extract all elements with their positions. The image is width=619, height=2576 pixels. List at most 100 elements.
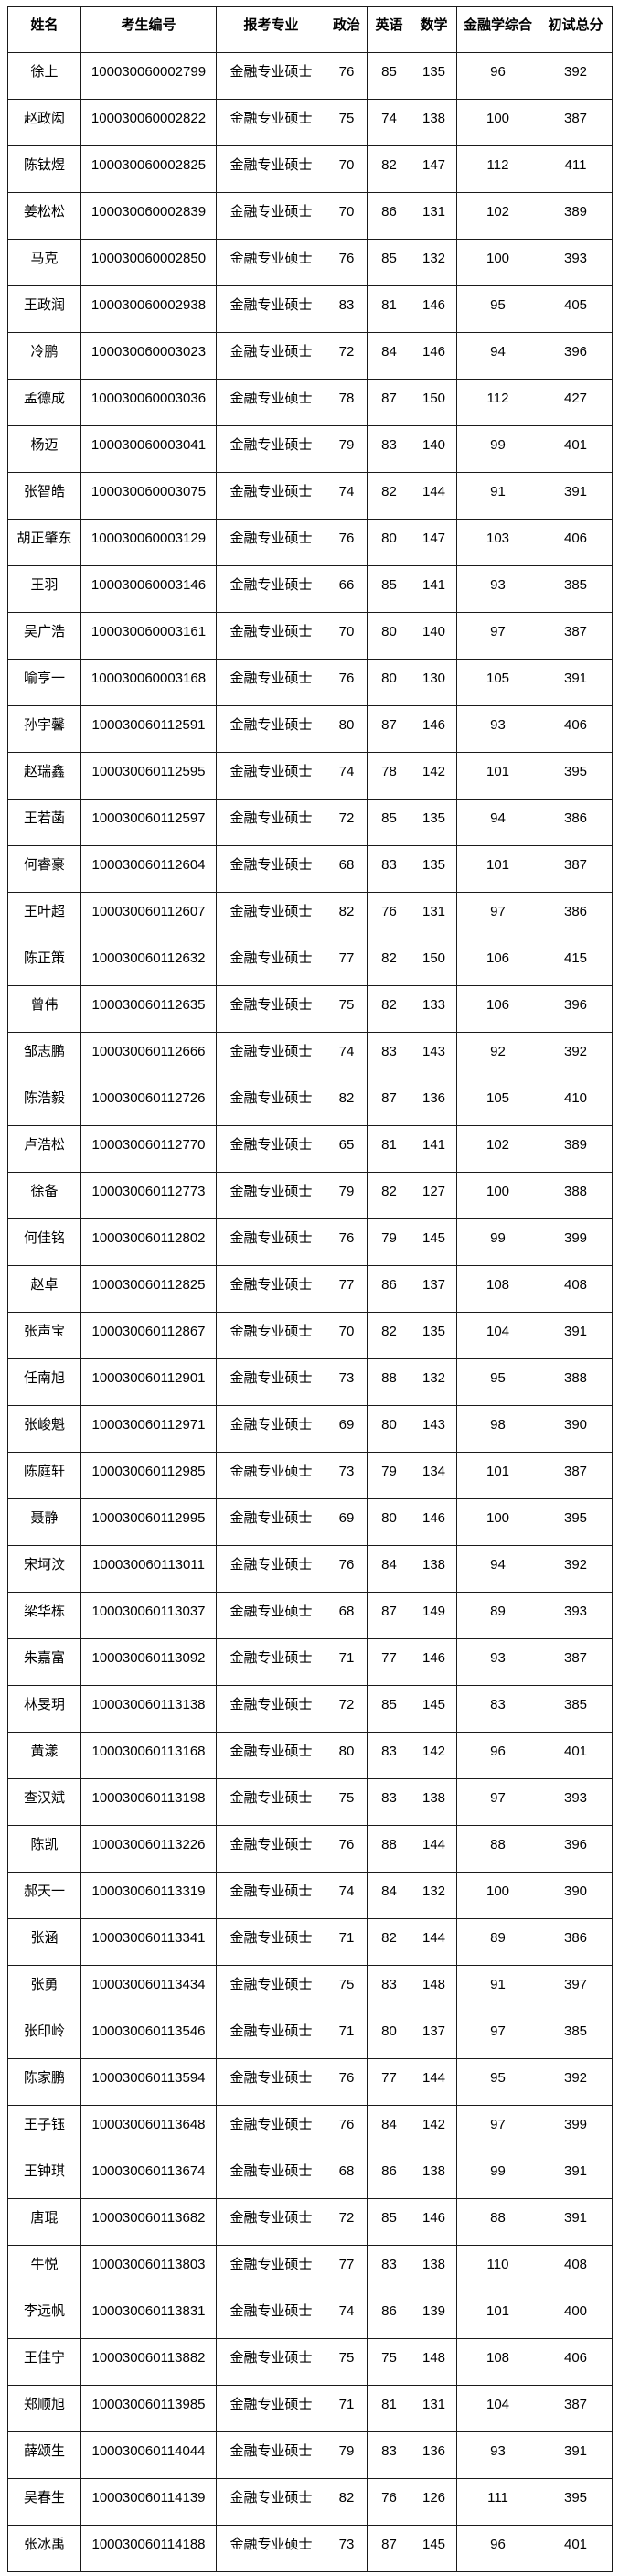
- cell-english: 82: [367, 1312, 411, 1359]
- cell-candidate-id: 100030060113648: [80, 2105, 217, 2152]
- cell-english: 82: [367, 1918, 411, 1966]
- cell-math: 134: [411, 1452, 457, 1499]
- cell-finance-comprehensive: 108: [456, 1265, 539, 1313]
- cell-politics: 74: [326, 1032, 368, 1079]
- cell-total-score: 391: [539, 2431, 613, 2479]
- cell-politics: 72: [326, 2198, 368, 2246]
- cell-math: 148: [411, 2338, 457, 2386]
- cell-total-score: 388: [539, 1358, 613, 1406]
- cell-politics: 71: [326, 2012, 368, 2059]
- cell-english: 82: [367, 985, 411, 1033]
- cell-finance-comprehensive: 102: [456, 1125, 539, 1173]
- cell-candidate-id: 100030060113341: [80, 1918, 217, 1966]
- cell-math: 142: [411, 1732, 457, 1779]
- cell-politics: 68: [326, 1592, 368, 1639]
- cell-major: 金融专业硕士: [216, 845, 326, 893]
- table-row: 姜松松 100030060002839 金融专业硕士 70 86 131 102 389: [7, 192, 613, 240]
- cell-finance-comprehensive: 99: [456, 2152, 539, 2199]
- cell-finance-comprehensive: 112: [456, 145, 539, 193]
- cell-finance-comprehensive: 94: [456, 332, 539, 380]
- cell-english: 83: [367, 2431, 411, 2479]
- cell-candidate-id: 100030060003161: [80, 612, 217, 660]
- cell-math: 136: [411, 2431, 457, 2479]
- cell-candidate-id: 100030060112867: [80, 1312, 217, 1359]
- table-row: 黄漾 100030060113168 金融专业硕士 80 83 142 96 401: [7, 1732, 613, 1779]
- table-row: 马克 100030060002850 金融专业硕士 76 85 132 100 393: [7, 239, 613, 286]
- table-row: 张峻魁 100030060112971 金融专业硕士 69 80 143 98 390: [7, 1405, 613, 1453]
- cell-name: 查汉斌: [7, 1778, 81, 1826]
- cell-english: 83: [367, 1965, 411, 2012]
- cell-math: 143: [411, 1032, 457, 1079]
- cell-english: 79: [367, 1218, 411, 1266]
- cell-candidate-id: 100030060113882: [80, 2338, 217, 2386]
- cell-name: 陈家鹏: [7, 2058, 81, 2106]
- cell-politics: 80: [326, 1732, 368, 1779]
- cell-total-score: 385: [539, 565, 613, 613]
- cell-math: 138: [411, 2152, 457, 2199]
- cell-english: 85: [367, 52, 411, 100]
- cell-english: 81: [367, 285, 411, 333]
- cell-candidate-id: 100030060112726: [80, 1079, 217, 1126]
- cell-english: 82: [367, 145, 411, 193]
- score-table: 姓名 考生编号 报考专业 政治 英语 数学 金融学综合 初试总分 徐上 10003…: [7, 6, 613, 2572]
- cell-english: 87: [367, 1592, 411, 1639]
- cell-total-score: 410: [539, 1079, 613, 1126]
- cell-major: 金融专业硕士: [216, 2058, 326, 2106]
- table-row: 赵瑞鑫 100030060112595 金融专业硕士 74 78 142 101 395: [7, 752, 613, 800]
- cell-name: 王佳宁: [7, 2338, 81, 2386]
- cell-finance-comprehensive: 100: [456, 1872, 539, 1919]
- cell-major: 金融专业硕士: [216, 2105, 326, 2152]
- cell-politics: 72: [326, 1685, 368, 1733]
- table-row: 张勇 100030060113434 金融专业硕士 75 83 148 91 397: [7, 1965, 613, 2012]
- cell-math: 141: [411, 1125, 457, 1173]
- cell-name: 张峻魁: [7, 1405, 81, 1453]
- cell-name: 薛颂生: [7, 2431, 81, 2479]
- cell-total-score: 397: [539, 1965, 613, 2012]
- cell-name: 何佳铭: [7, 1218, 81, 1266]
- cell-candidate-id: 100030060003146: [80, 565, 217, 613]
- cell-candidate-id: 100030060112632: [80, 939, 217, 986]
- cell-finance-comprehensive: 94: [456, 1545, 539, 1593]
- cell-total-score: 393: [539, 1592, 613, 1639]
- table-row: 王叶超 100030060112607 金融专业硕士 82 76 131 97 386: [7, 892, 613, 939]
- cell-politics: 82: [326, 2478, 368, 2526]
- cell-finance-comprehensive: 97: [456, 2105, 539, 2152]
- cell-math: 139: [411, 2292, 457, 2339]
- cell-name: 张印岭: [7, 2012, 81, 2059]
- cell-english: 83: [367, 1032, 411, 1079]
- cell-finance-comprehensive: 97: [456, 892, 539, 939]
- cell-english: 83: [367, 1732, 411, 1779]
- cell-candidate-id: 100030060003075: [80, 472, 217, 520]
- cell-finance-comprehensive: 101: [456, 2292, 539, 2339]
- cell-name: 郝天一: [7, 1872, 81, 1919]
- table-row: 郑顺旭 100030060113985 金融专业硕士 71 81 131 104 387: [7, 2385, 613, 2432]
- cell-name: 王叶超: [7, 892, 81, 939]
- cell-name: 黄漾: [7, 1732, 81, 1779]
- cell-total-score: 389: [539, 192, 613, 240]
- cell-english: 84: [367, 332, 411, 380]
- cell-english: 80: [367, 1498, 411, 1546]
- cell-math: 146: [411, 332, 457, 380]
- cell-english: 81: [367, 2385, 411, 2432]
- cell-finance-comprehensive: 97: [456, 1778, 539, 1826]
- cell-math: 140: [411, 425, 457, 473]
- cell-english: 76: [367, 2478, 411, 2526]
- cell-candidate-id: 100030060112604: [80, 845, 217, 893]
- cell-english: 85: [367, 1685, 411, 1733]
- cell-major: 金融专业硕士: [216, 612, 326, 660]
- cell-finance-comprehensive: 89: [456, 1918, 539, 1966]
- table-row: 孙宇馨 100030060112591 金融专业硕士 80 87 146 93 406: [7, 705, 613, 753]
- cell-math: 150: [411, 379, 457, 426]
- cell-total-score: 406: [539, 2338, 613, 2386]
- cell-major: 金融专业硕士: [216, 472, 326, 520]
- cell-total-score: 401: [539, 425, 613, 473]
- cell-candidate-id: 100030060002850: [80, 239, 217, 286]
- cell-math: 127: [411, 1172, 457, 1219]
- cell-english: 83: [367, 425, 411, 473]
- cell-english: 87: [367, 705, 411, 753]
- cell-finance-comprehensive: 95: [456, 285, 539, 333]
- cell-candidate-id: 100030060113546: [80, 2012, 217, 2059]
- cell-name: 赵政闳: [7, 99, 81, 146]
- cell-politics: 79: [326, 2431, 368, 2479]
